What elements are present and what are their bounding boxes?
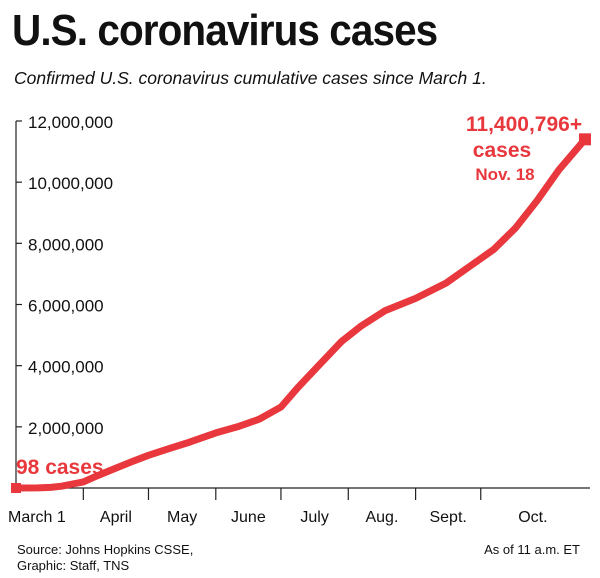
- y-tick-label: 10,000,000: [28, 174, 113, 193]
- end-point-marker: [579, 133, 591, 146]
- source-line: Source: Johns Hopkins CSSE,: [17, 542, 194, 557]
- start-annotation: 98 cases: [16, 456, 104, 479]
- y-tick-label: 6,000,000: [28, 297, 104, 316]
- y-tick-label: 8,000,000: [28, 235, 104, 254]
- series-group: [11, 133, 591, 493]
- end-annotation-value: 11,400,796+: [466, 113, 582, 136]
- x-tick-label: April: [100, 509, 132, 526]
- annotations: 98 cases 11,400,796+ cases Nov. 18: [16, 113, 582, 479]
- source-note: Source: Johns Hopkins CSSE, Graphic: Sta…: [17, 542, 193, 574]
- cases-line: [12, 135, 589, 492]
- x-tick-label: Aug.: [365, 509, 398, 526]
- end-annotation-unit: cases: [473, 139, 531, 162]
- end-annotation-date: Nov. 18: [475, 165, 534, 184]
- x-tick-label: Oct.: [518, 509, 547, 526]
- y-tick-label: 2,000,000: [28, 419, 104, 438]
- chart-subtitle: Confirmed U.S. coronavirus cumulative ca…: [14, 68, 487, 88]
- x-tick-label: June: [231, 509, 266, 526]
- timestamp-note: As of 11 a.m. ET: [484, 542, 580, 557]
- x-axis: March 1 April May June July Aug. Sept. Oct.: [8, 487, 590, 526]
- x-tick-label: Sept.: [429, 509, 466, 526]
- y-axis: 2,000,000 4,000,000 6,000,000 8,000,000 10,0…: [15, 113, 113, 488]
- credit-line: Graphic: Staff, TNS: [17, 558, 130, 573]
- y-tick-label: 12,000,000: [28, 113, 113, 132]
- x-tick-label: March 1: [8, 509, 66, 526]
- x-tick-label: July: [300, 509, 328, 526]
- y-tick-label: 4,000,000: [28, 358, 104, 377]
- chart-title: U.S. coronavirus cases: [12, 6, 438, 55]
- line-chart: 2,000,000 4,000,000 6,000,000 8,000,000 10,0…: [8, 113, 591, 526]
- start-point-marker: [11, 482, 21, 493]
- x-tick-label: May: [167, 509, 197, 526]
